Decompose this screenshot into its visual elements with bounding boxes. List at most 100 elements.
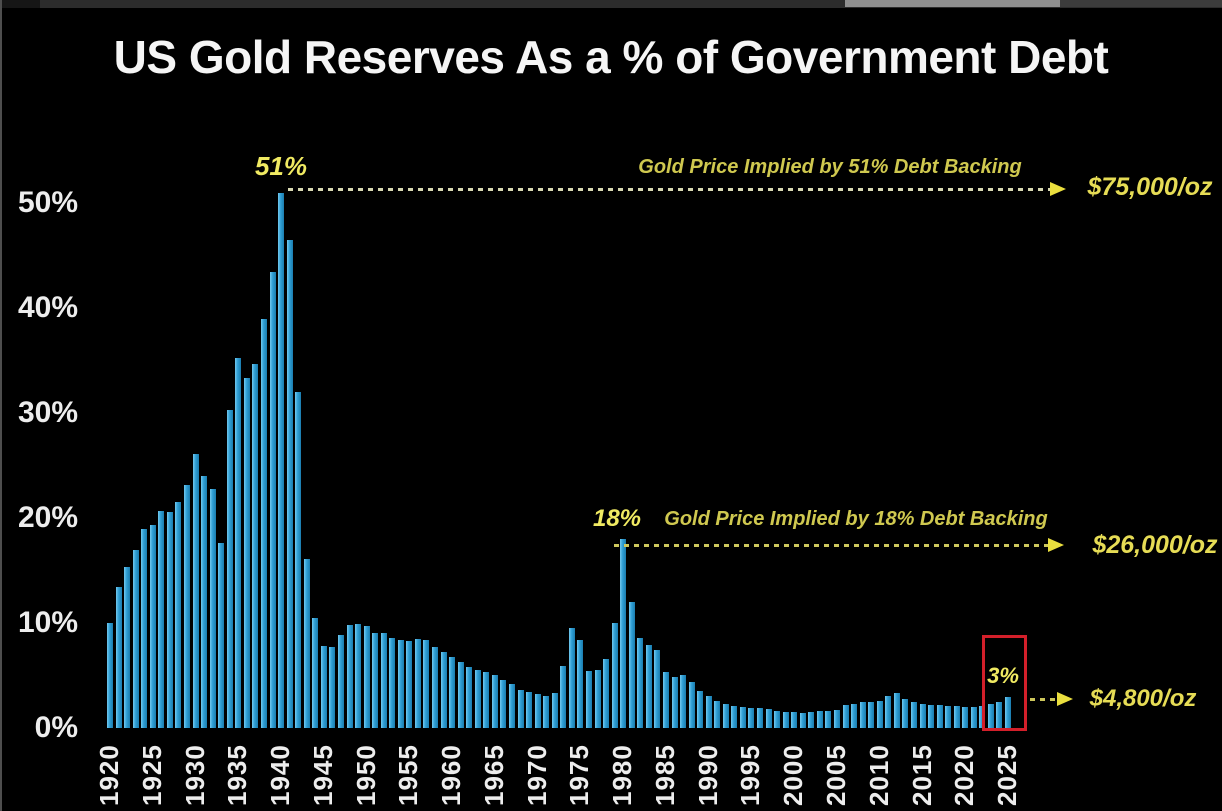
bar-1948 — [346, 625, 353, 728]
bar-2001 — [799, 713, 806, 728]
bar-1974 — [568, 628, 575, 729]
x-axis-label-1965: 1965 — [478, 744, 509, 806]
bar-1973 — [560, 666, 567, 728]
bar-2017 — [936, 704, 943, 728]
bar-1931 — [201, 476, 208, 728]
bar-1944 — [312, 617, 319, 729]
bar-2018 — [945, 706, 952, 729]
arrow-right-icon-3 — [1057, 692, 1073, 706]
y-axis-label-20%: 20% — [17, 501, 78, 534]
x-axis-label-1920: 1920 — [94, 744, 124, 806]
bar-1957 — [423, 639, 430, 728]
x-axis-label-1950: 1950 — [350, 744, 381, 806]
bar-1993 — [731, 706, 738, 729]
bar-1963 — [474, 670, 481, 729]
bar-1981 — [628, 602, 635, 728]
bar-1950 — [363, 626, 370, 728]
bar-1935 — [235, 358, 242, 728]
annotation-51-percent: 51% — [254, 151, 308, 181]
left-edge-line — [0, 0, 2, 811]
bar-1996 — [757, 708, 763, 728]
bar-1924 — [141, 528, 148, 728]
arrow-right-icon-18 — [1048, 538, 1064, 552]
bar-1988 — [688, 681, 695, 728]
bar-1949 — [355, 624, 361, 728]
bar-1920 — [107, 623, 113, 728]
bar-2007 — [851, 703, 858, 728]
bar-1927 — [166, 511, 173, 728]
bar-1995 — [748, 708, 755, 728]
bar-1930 — [192, 453, 199, 728]
bar-1992 — [722, 703, 729, 728]
bar-1946 — [329, 647, 336, 728]
bar-1934 — [226, 409, 233, 728]
price-4800oz: $4,800/oz — [1089, 685, 1197, 712]
y-axis-label-40%: 40% — [17, 291, 78, 324]
arrow-right-icon-51 — [1050, 182, 1066, 196]
bar-1999 — [782, 712, 789, 729]
bar-2002 — [808, 712, 815, 729]
bar-2014 — [910, 701, 917, 729]
bar-1966 — [500, 679, 507, 728]
bar-1984 — [654, 650, 661, 728]
bar-1928 — [175, 502, 182, 729]
x-axis-label-1935: 1935 — [222, 744, 253, 806]
bar-1952 — [380, 632, 387, 728]
x-axis-label-1970: 1970 — [521, 744, 552, 806]
annotation-18-percent: 18% — [592, 505, 642, 532]
bar-2021 — [970, 707, 977, 728]
x-axis-label-1940: 1940 — [265, 744, 295, 806]
bar-1969 — [526, 692, 533, 728]
bar-1990 — [705, 695, 712, 729]
bar-2006 — [842, 704, 849, 728]
x-axis-label-1990: 1990 — [692, 744, 723, 806]
bar-1922 — [124, 567, 131, 729]
x-axis-label-2025: 2025 — [992, 744, 1022, 806]
bar-2015 — [919, 703, 926, 728]
bar-1997 — [765, 709, 772, 728]
bar-1953 — [389, 637, 396, 728]
top-edge-strip-right — [1060, 0, 1222, 7]
bar-1976 — [585, 671, 592, 728]
dashed-line-51 — [288, 188, 1050, 191]
bar-1972 — [551, 693, 558, 728]
bar-1945 — [320, 646, 327, 728]
x-axis-label-1975: 1975 — [564, 744, 595, 806]
y-axis-label-10%: 10% — [17, 606, 78, 639]
bar-1937 — [252, 363, 259, 728]
bar-1947 — [337, 634, 344, 728]
bar-2010 — [876, 700, 883, 728]
x-axis-label-2010: 2010 — [863, 744, 894, 806]
bar-1965 — [491, 674, 498, 728]
bar-1939 — [269, 272, 276, 728]
bar-1962 — [466, 667, 473, 728]
bar-2005 — [834, 710, 840, 728]
y-axis-label-50%: 50% — [17, 186, 78, 219]
bar-1977 — [594, 670, 601, 729]
bar-1923 — [132, 549, 139, 728]
bar-1989 — [697, 691, 704, 729]
x-axis-label-1995: 1995 — [735, 744, 766, 806]
bar-1941 — [286, 239, 293, 729]
bar-1964 — [483, 672, 490, 728]
price-75000oz: $75,000/oz — [1087, 173, 1213, 201]
x-axis-label-2005: 2005 — [821, 744, 851, 806]
bar-1940 — [278, 192, 284, 728]
top-edge-strip-highlight — [845, 0, 1060, 7]
bar-1968 — [517, 690, 524, 728]
bar-1926 — [158, 510, 165, 728]
bar-2000 — [791, 712, 798, 729]
bar-1986 — [671, 676, 678, 728]
bar-2025 — [1005, 696, 1011, 728]
bar-1975 — [577, 639, 584, 728]
x-axis-label-1980: 1980 — [607, 744, 638, 806]
x-axis-label-2000: 2000 — [778, 744, 809, 806]
bar-2016 — [928, 704, 934, 728]
bar-1929 — [184, 485, 190, 728]
chart-title: US Gold Reserves As a % of Government De… — [113, 31, 1109, 83]
bar-1955 — [406, 640, 413, 729]
bar-1925 — [149, 525, 156, 729]
bar-1970 — [534, 694, 541, 728]
bar-1932 — [209, 488, 216, 728]
